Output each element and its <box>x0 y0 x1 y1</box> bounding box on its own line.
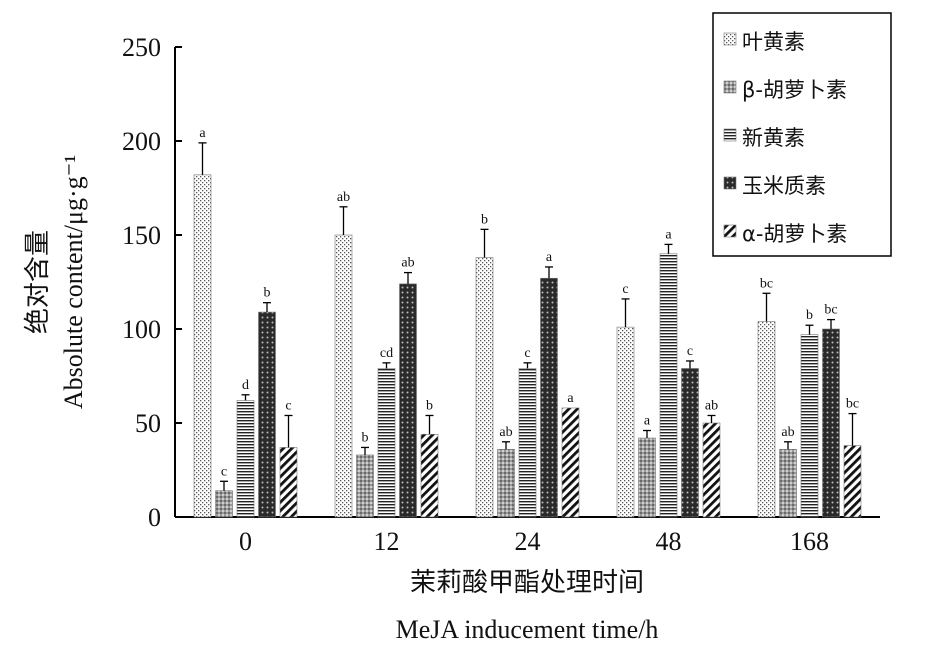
significance-label: b <box>481 212 488 227</box>
bar <box>659 253 678 518</box>
bar <box>279 447 298 518</box>
legend-label: 新黄素 <box>742 126 805 150</box>
y-tick-label: 100 <box>122 315 161 344</box>
significance-label: b <box>806 308 813 323</box>
x-ticks: 0 12 24 48 168 <box>239 527 829 556</box>
legend-swatch <box>723 80 737 94</box>
significance-label: c <box>285 398 291 413</box>
bar <box>518 368 537 518</box>
bar <box>377 368 396 518</box>
significance-label: bc <box>824 303 837 318</box>
bar <box>356 454 374 518</box>
significance-label: a <box>665 227 672 242</box>
legend-swatch <box>723 128 737 142</box>
y-ticks: 0 50 100 150 200 250 <box>122 33 182 532</box>
bar <box>616 326 635 518</box>
significance-label: a <box>546 250 553 265</box>
bar <box>800 334 819 518</box>
bar <box>779 449 797 518</box>
y-tick-label: 150 <box>122 221 161 250</box>
significance-label: ab <box>499 425 512 440</box>
bar <box>215 490 233 518</box>
bar <box>399 283 417 518</box>
legend-label: 叶黄素 <box>742 30 805 54</box>
significance-label: c <box>687 344 693 359</box>
y-tick-label: 250 <box>122 33 161 62</box>
legend-label: α-胡萝卜素 <box>742 222 847 246</box>
bar <box>258 311 276 518</box>
significance-label: ab <box>337 190 350 205</box>
significance-label: ab <box>401 256 414 271</box>
legend-swatch <box>723 32 737 46</box>
x-tick-label: 24 <box>515 527 541 556</box>
significance-label: a <box>644 414 651 429</box>
y-axis-title-en: Absolute content/μg·g⁻¹ <box>59 155 88 409</box>
significance-label: bc <box>846 397 859 412</box>
significance-label: bc <box>760 276 773 291</box>
bar <box>193 174 212 518</box>
bar <box>822 328 840 518</box>
legend-label: 玉米质素 <box>742 174 826 198</box>
y-axis-title-cn: 绝对含量 <box>23 230 53 334</box>
legend-box <box>712 12 892 257</box>
significance-label: cd <box>380 346 393 361</box>
significance-label: b <box>362 430 369 445</box>
bar <box>843 445 862 518</box>
bar <box>497 449 515 518</box>
y-tick-label: 200 <box>122 127 161 156</box>
legend-label: β-胡萝卜素 <box>742 78 847 102</box>
significance-label: c <box>221 464 227 479</box>
bar <box>475 257 494 518</box>
legend-swatch <box>723 224 737 238</box>
x-tick-label: 0 <box>239 527 252 556</box>
bar <box>334 234 353 518</box>
legend-swatch <box>723 176 737 190</box>
bar <box>638 437 656 518</box>
x-tick-label: 168 <box>790 527 829 556</box>
significance-label: a <box>567 391 574 406</box>
bar <box>757 321 776 518</box>
significance-label: d <box>242 378 249 393</box>
x-tick-label: 48 <box>656 527 682 556</box>
significance-label: a <box>199 126 206 141</box>
significance-label: ab <box>781 425 794 440</box>
y-tick-label: 0 <box>148 503 161 532</box>
bar <box>681 368 699 518</box>
significance-label: c <box>622 282 628 297</box>
bar <box>561 407 580 518</box>
bar <box>702 422 721 518</box>
bar <box>540 277 558 518</box>
x-tick-label: 12 <box>374 527 400 556</box>
x-axis-title-en: MeJA inducement time/h <box>396 615 659 644</box>
significance-label: c <box>524 346 530 361</box>
significance-label: b <box>264 286 271 301</box>
y-tick-label: 50 <box>135 409 161 438</box>
x-axis-title-cn: 茉莉酸甲酯处理时间 <box>410 568 644 598</box>
significance-label: b <box>426 398 433 413</box>
bar <box>420 433 439 518</box>
significance-label: ab <box>705 398 718 413</box>
bar <box>236 400 255 518</box>
